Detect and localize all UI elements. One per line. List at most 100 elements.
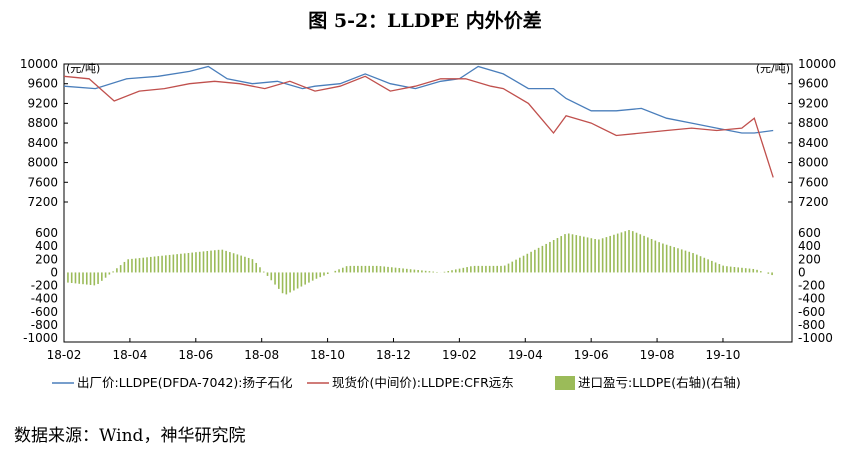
spread-bar	[255, 262, 258, 273]
left-tick-label: 9600	[27, 77, 58, 91]
spread-bar	[458, 268, 461, 273]
spread-bar	[677, 248, 679, 273]
spread-bar	[176, 254, 178, 273]
spread-bar	[379, 266, 382, 273]
spread-bar	[556, 238, 559, 273]
spread-bar	[206, 251, 209, 273]
spread-bar	[515, 259, 517, 273]
spread-bar	[293, 272, 295, 291]
spread-bar	[684, 250, 687, 273]
right-tick-label: 7200	[798, 195, 829, 209]
spread-bar	[733, 267, 736, 273]
spread-bar	[334, 270, 337, 273]
chart: 10000 10000 9600 9600 9200 9200 8800 8800 8400 84…	[20, 57, 836, 390]
spread-bar	[635, 232, 638, 273]
spread-bar	[680, 249, 683, 273]
spread-bar	[688, 251, 691, 273]
spread-bar	[394, 267, 397, 273]
legend-swatch-spread	[555, 376, 575, 390]
spread-bar	[142, 257, 145, 273]
spread-bar	[372, 265, 374, 273]
spread-bar	[266, 272, 269, 276]
spread-bar	[149, 256, 152, 273]
spread-bar	[711, 260, 713, 273]
right-tick-label: -200	[798, 279, 825, 293]
spread-bar	[522, 255, 525, 273]
spread-bar	[707, 259, 709, 273]
spread-bar	[236, 254, 239, 273]
spread-bar	[187, 252, 190, 273]
spread-bar	[598, 239, 600, 273]
spread-bar	[278, 272, 280, 289]
spread-bar	[496, 265, 499, 273]
spread-bar	[146, 257, 148, 273]
spread-bar	[262, 271, 265, 273]
right-tick-label: 10000	[798, 57, 836, 71]
spread-bar	[138, 258, 141, 273]
left-tick-label: -1000	[23, 331, 58, 345]
spread-bar	[244, 256, 246, 273]
spread-bar	[157, 256, 160, 273]
spread-bar	[432, 271, 434, 273]
spread-bar	[345, 266, 348, 273]
right-tick-label: 9600	[798, 77, 829, 91]
spread-bar	[172, 254, 175, 273]
left-tick-label: -600	[31, 305, 58, 319]
left-tick-label: 200	[35, 252, 58, 266]
spread-bar	[767, 272, 770, 274]
x-tick-label: 19-04	[508, 348, 543, 362]
spread-bar	[116, 268, 118, 273]
right-tick-label: -1000	[798, 331, 833, 345]
spread-bar	[202, 251, 205, 273]
spread-bar	[274, 272, 276, 285]
spread-bar	[590, 238, 593, 273]
spread-bar	[108, 272, 111, 275]
left-tick-label: 8800	[27, 116, 58, 130]
spread-bar	[247, 257, 250, 273]
spread-bar	[315, 272, 318, 279]
spread-bar	[756, 269, 758, 273]
right-tick-label: -600	[798, 305, 825, 319]
spread-bar	[127, 259, 129, 273]
spread-bar	[714, 262, 717, 273]
spread-bar	[78, 272, 81, 284]
left-tick-label: 7200	[27, 195, 58, 209]
spread-bar	[70, 272, 73, 283]
left-tick-label: 600	[35, 226, 58, 240]
spread-bar	[390, 267, 393, 273]
spread-bar	[375, 265, 378, 273]
spread-bar	[628, 230, 630, 273]
spread-bar	[195, 252, 197, 273]
spread-bar	[541, 245, 544, 273]
spread-bar	[281, 272, 284, 294]
spread-bar	[229, 252, 231, 273]
spread-bar	[583, 236, 585, 273]
spread-bar	[134, 258, 137, 273]
spread-bar	[270, 272, 273, 281]
spread-bar	[443, 271, 446, 273]
spread-bar	[586, 237, 589, 273]
left-tick-label: 8400	[27, 136, 58, 150]
spread-bar	[737, 267, 739, 273]
spread-bar	[729, 266, 732, 273]
right-tick-label: 400	[798, 239, 821, 253]
spread-bar	[530, 251, 532, 273]
spread-bar	[225, 250, 227, 273]
spread-bar	[575, 235, 578, 273]
spread-bar	[308, 272, 310, 283]
spread-bar	[417, 270, 419, 273]
spread-bar	[360, 265, 363, 273]
spread-bar	[131, 258, 133, 273]
spread-bar	[613, 234, 615, 273]
spread-bar	[409, 269, 412, 273]
spread-bar	[594, 239, 596, 273]
spread-bar	[338, 269, 340, 273]
right-tick-label: 600	[798, 226, 821, 240]
left-tick-label: 8000	[27, 156, 58, 170]
x-tick-label: 18-10	[310, 348, 345, 362]
x-tick-label: 19-06	[574, 348, 609, 362]
right-tick-label: 0	[798, 265, 806, 279]
spread-bar	[240, 255, 242, 273]
spread-bar	[119, 265, 122, 273]
spread-bar	[503, 265, 506, 273]
